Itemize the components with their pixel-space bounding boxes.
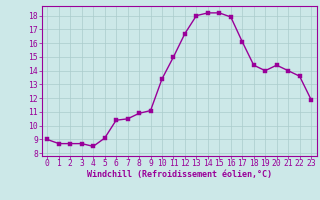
- X-axis label: Windchill (Refroidissement éolien,°C): Windchill (Refroidissement éolien,°C): [87, 170, 272, 179]
